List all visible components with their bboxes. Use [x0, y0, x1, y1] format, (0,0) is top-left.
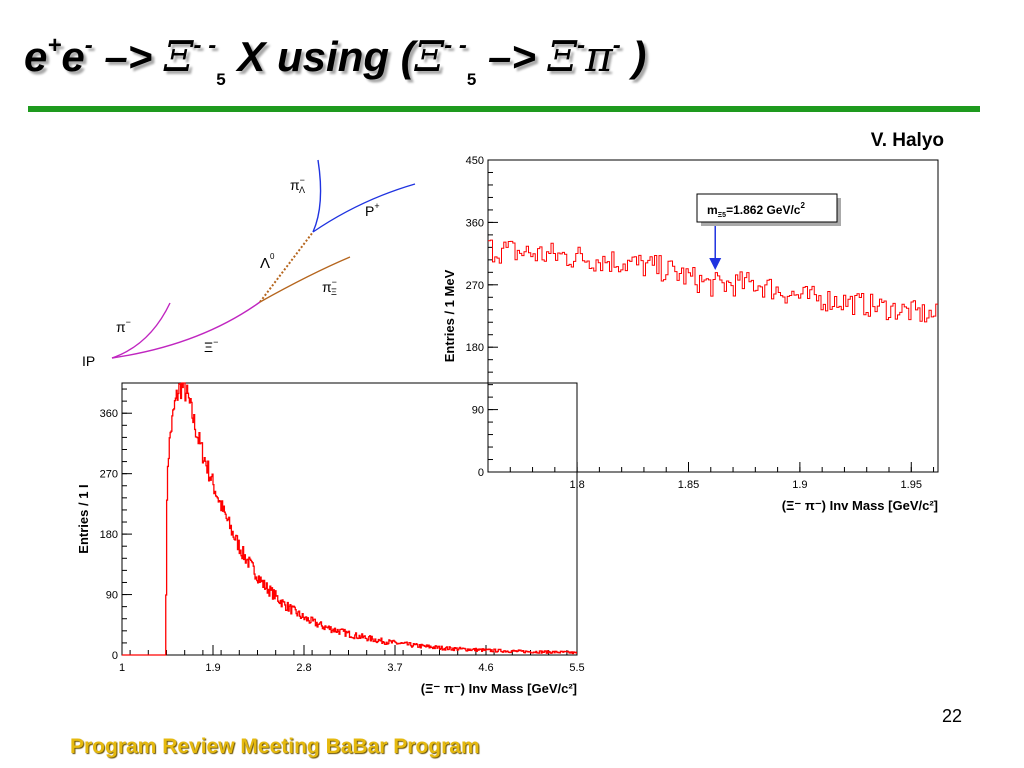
slide-title: e+e- –> Ξ- -5 X using (Ξ- -5 –> Ξ-π- ): [24, 32, 1014, 98]
xi-track: [111, 301, 261, 359]
title-sup-plus: +: [47, 32, 62, 59]
page-number: 22: [941, 706, 962, 726]
title-sub-2: 5: [466, 70, 477, 89]
x-tick-label: 1.8: [569, 479, 584, 491]
x-tick-label: 3.7: [387, 662, 402, 674]
title-sup-xi-3: -: [577, 32, 586, 59]
y-tick-label: 90: [472, 405, 484, 417]
y-tick-label: 0: [112, 650, 118, 662]
title-xi-2: Ξ: [414, 32, 445, 81]
label-pi-lambda: π− Λ: [290, 175, 305, 195]
title-sup-xi-1: - -: [193, 32, 217, 59]
plot-frame: [121, 382, 578, 656]
title-rule: [28, 106, 980, 112]
title-xi-1: Ξ: [163, 32, 194, 81]
pi-xi-track: [259, 256, 351, 303]
title-arrow-2: –>: [476, 33, 548, 80]
chart-full-range: 0 90 180 270 360 1 1.9 2.8 3.7 4.6 5.5 (Ξ⁻ π⁻) Inv …: [76, 382, 585, 696]
x-tick-label: 1.95: [901, 479, 922, 491]
decay-diagram: π− Λ P+ Λ0 π− Ξ π− Ξ− IP: [82, 159, 416, 369]
y-tick-label: 90: [106, 590, 118, 602]
annotation-arrow-head: [709, 258, 722, 270]
lambda-track: [259, 231, 314, 303]
y-tick-label: 270: [100, 469, 118, 481]
label-pi-xi: π− Ξ: [322, 277, 337, 297]
label-pi: π−: [116, 317, 131, 335]
proton-track: [312, 183, 416, 233]
title-part-using: X using (: [225, 33, 415, 80]
y-tick-label: 270: [466, 280, 484, 292]
label-proton: P+: [365, 201, 380, 219]
y-tick-label: 180: [100, 529, 118, 541]
x-axis-label: (Ξ⁻ π⁻) Inv Mass [GeV/c²]: [421, 681, 577, 696]
x-tick-label: 1: [119, 662, 125, 674]
title-xi-3: Ξ: [547, 32, 578, 81]
title-arrow-1: –>: [92, 33, 164, 80]
author: V. Halyo: [870, 130, 944, 151]
title-sub-1: 5: [216, 70, 226, 89]
histogram-series: [122, 382, 577, 656]
y-axis-label: Entries / 1 I: [76, 484, 91, 553]
x-axis-label: (Ξ⁻ π⁻) Inv Mass [GeV/c²]: [782, 498, 938, 513]
label-ip: IP: [82, 353, 95, 369]
x-tick-label: 1.9: [792, 479, 807, 491]
title-part-e2: e: [61, 33, 85, 80]
x-tick-label: 1.9: [205, 662, 220, 674]
x-tick-label: 4.6: [478, 662, 493, 674]
y-axis-label: Entries / 1 MeV: [442, 269, 457, 362]
pi-track: [111, 302, 171, 359]
annotation-text: mΞ5=1.862 GeV/c2: [707, 201, 805, 219]
title-part-close: ): [620, 33, 647, 80]
histogram-series: [488, 239, 938, 323]
y-tick-label: 180: [466, 342, 484, 354]
title-sup-pi: -: [612, 32, 621, 59]
footer: Program Review Meeting BaBar Program: [70, 735, 480, 758]
pi-lambda-track: [312, 159, 322, 233]
title-part-e1: e: [24, 33, 48, 80]
label-lambda: Λ0: [260, 252, 275, 272]
x-tick-label: 2.8: [296, 662, 311, 674]
title-pi: π: [585, 32, 613, 81]
chart-zoom: 0 90 180 270 360 450 1.8 1.85 1.9 1.95 (Ξ⁻ π⁻) Inv…: [442, 155, 939, 513]
y-tick-label: 450: [466, 155, 484, 167]
label-xi: Ξ−: [204, 337, 218, 355]
annotation-box: [696, 193, 838, 223]
title-sup-xi-2: - -: [444, 32, 467, 59]
x-tick-label: 1.85: [678, 479, 699, 491]
plot-frame: [487, 159, 939, 473]
x-tick-label: 5.5: [569, 662, 584, 674]
y-tick-label: 360: [100, 408, 118, 420]
y-tick-label: 0: [478, 467, 484, 479]
y-tick-label: 360: [466, 217, 484, 229]
title-sup-minus: -: [84, 32, 93, 59]
